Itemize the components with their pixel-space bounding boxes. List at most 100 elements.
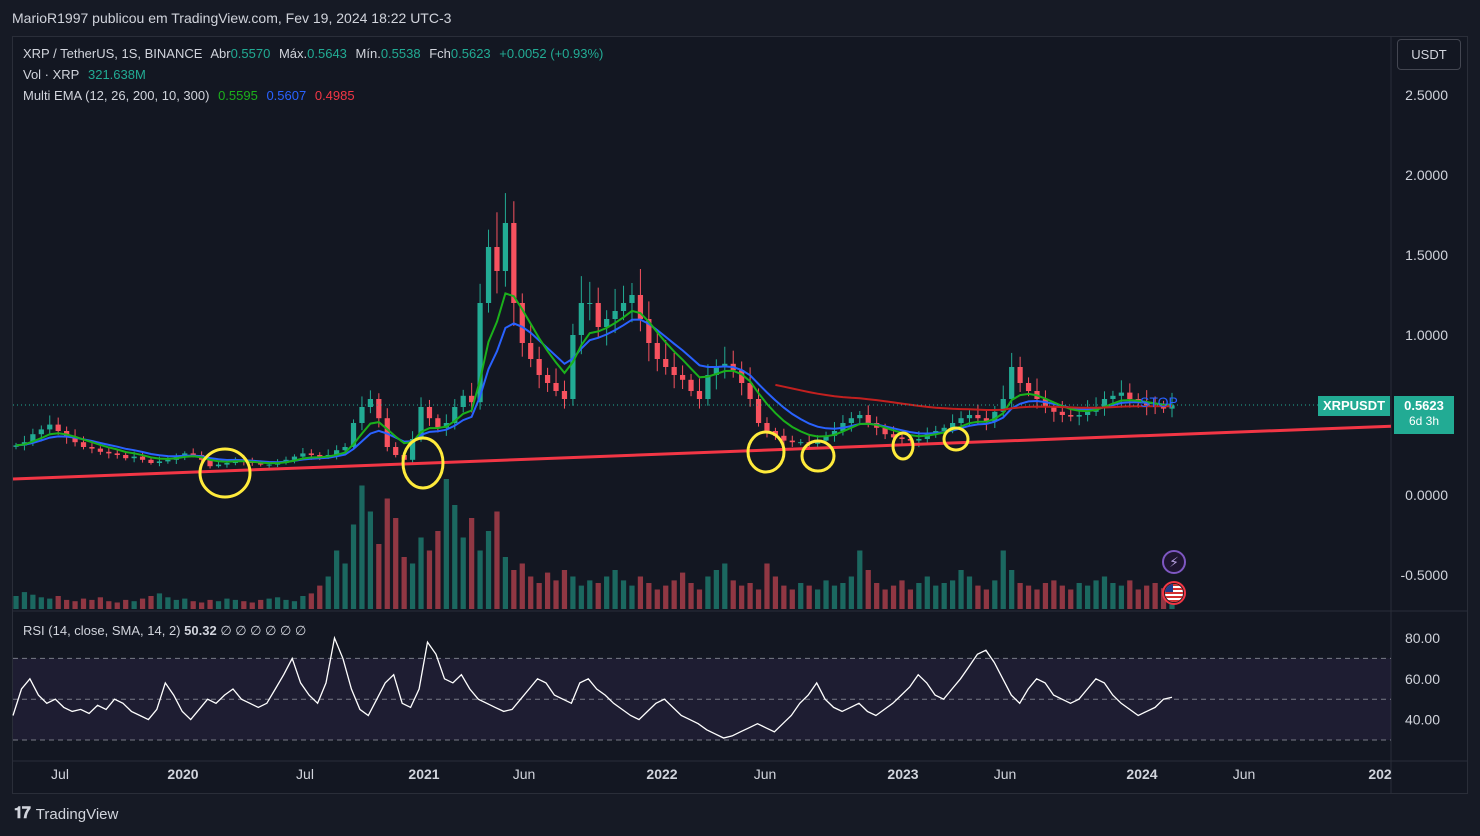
- candle-body: [165, 459, 171, 462]
- volume-bar: [232, 599, 239, 609]
- candle-body: [266, 464, 272, 466]
- us-flag-icon[interactable]: [1162, 581, 1186, 605]
- volume-bar: [173, 599, 179, 609]
- tradingview-logo[interactable]: 𝟏𝟕 TradingView: [14, 805, 118, 823]
- rsi-label[interactable]: RSI (14, close, SMA, 14, 2): [23, 623, 181, 638]
- candle-body: [688, 379, 694, 391]
- candle-body: [705, 375, 711, 399]
- volume-bar: [1110, 583, 1116, 609]
- volume-bar: [688, 583, 694, 609]
- volume-bar: [123, 599, 129, 609]
- support-circle-annotation[interactable]: [198, 447, 252, 499]
- currency-button[interactable]: USDT: [1397, 39, 1461, 70]
- volume-bar: [671, 580, 677, 609]
- volume-bar: [578, 585, 584, 609]
- ema-label[interactable]: Multi EMA (12, 26, 200, 10, 300): [23, 88, 210, 103]
- volume-bar: [325, 576, 331, 609]
- volume-bar: [1127, 580, 1133, 609]
- rsi-legend[interactable]: RSI (14, close, SMA, 14, 2) 50.32 ∅ ∅ ∅ …: [23, 623, 306, 639]
- candle-body: [300, 453, 306, 457]
- candle-body: [190, 453, 196, 455]
- volume-bar: [536, 583, 542, 609]
- candle-body: [139, 456, 146, 460]
- candle-body: [528, 343, 534, 359]
- volume-bar: [814, 589, 821, 609]
- candle-body: [38, 429, 44, 435]
- volume-bar: [494, 511, 500, 609]
- volume-bar: [38, 597, 44, 609]
- symbol-legend[interactable]: XRP / TetherUS, 1S, BINANCE Abr0.5570 Má…: [23, 46, 608, 61]
- candle-body: [1160, 407, 1167, 409]
- low-value: 0.5538: [380, 46, 421, 61]
- volume-bar: [21, 592, 28, 609]
- volume-label[interactable]: Vol · XRP: [23, 67, 80, 82]
- volume-bar: [612, 570, 618, 609]
- volume-bar: [696, 589, 703, 609]
- volume-bar: [755, 589, 762, 609]
- volume-bar: [1059, 585, 1065, 609]
- candle-body: [215, 464, 222, 467]
- time-tick-label: Jul: [296, 766, 314, 782]
- candle-body: [1085, 411, 1091, 415]
- volume-bar: [1076, 583, 1082, 609]
- volume-value: 321.638M: [87, 67, 146, 82]
- stop-label[interactable]: STOP: [1140, 394, 1178, 410]
- tv-mark-icon: 𝟏𝟕: [14, 805, 31, 822]
- time-tick-label: Jul: [51, 766, 69, 782]
- chart-frame[interactable]: [12, 36, 1468, 794]
- volume-bar: [72, 601, 78, 609]
- candle-body: [1009, 367, 1015, 399]
- volume-legend[interactable]: Vol · XRP 321.638M: [23, 67, 151, 82]
- support-circle-annotation[interactable]: [891, 431, 915, 461]
- symbol-label[interactable]: XRP / TetherUS, 1S, BINANCE: [23, 46, 203, 61]
- support-circle-annotation[interactable]: [401, 436, 445, 490]
- volume-bar: [848, 576, 854, 609]
- volume-bar: [266, 598, 272, 609]
- volume-bar: [511, 570, 517, 609]
- lightning-icon[interactable]: ⚡: [1162, 550, 1186, 574]
- last-price: 0.5623: [1404, 398, 1444, 413]
- support-circle-annotation[interactable]: [800, 439, 836, 473]
- support-trendline[interactable]: [12, 424, 1392, 481]
- candle-body: [1025, 383, 1032, 391]
- volume-bar: [857, 550, 863, 609]
- volume-bar: [148, 596, 154, 609]
- volume-bar: [47, 598, 53, 609]
- volume-bar: [131, 601, 137, 609]
- volume-bar: [182, 598, 188, 609]
- rsi-tick-label: 80.00: [1405, 630, 1440, 646]
- candle-body: [384, 418, 390, 447]
- volume-bar: [604, 576, 610, 609]
- rsi-tick-label: 40.00: [1405, 712, 1440, 728]
- ema-legend[interactable]: Multi EMA (12, 26, 200, 10, 300) 0.5595 …: [23, 88, 360, 103]
- candle-body: [646, 319, 652, 343]
- author-line: MarioR1997 publicou em TradingView.com, …: [12, 10, 452, 26]
- volume-bar: [291, 601, 298, 609]
- candle-body: [570, 335, 576, 399]
- volume-bar: [224, 598, 230, 609]
- volume-bar: [460, 537, 466, 609]
- volume-bar: [89, 599, 95, 609]
- candle-body: [1127, 392, 1133, 399]
- candle-body: [671, 367, 677, 375]
- candle-body: [764, 423, 770, 431]
- candle-body: [1059, 411, 1065, 415]
- ema-fast-value: 0.5595: [218, 88, 258, 103]
- candle-body: [553, 383, 559, 391]
- volume-bar: [941, 583, 947, 609]
- support-circle-annotation[interactable]: [942, 426, 970, 452]
- time-tick-label: Jun: [994, 766, 1017, 782]
- candle-body: [739, 370, 745, 383]
- volume-bar: [654, 589, 660, 609]
- volume-bar: [502, 557, 509, 609]
- volume-bar: [561, 570, 568, 609]
- open-label: Abr: [210, 46, 231, 61]
- volume-bar: [106, 601, 112, 609]
- volume-bar: [156, 593, 163, 609]
- volume-bar: [629, 585, 635, 609]
- time-tick-label: Jun: [1233, 766, 1256, 782]
- flag-graphic: [1165, 584, 1183, 602]
- support-circle-annotation[interactable]: [746, 430, 786, 474]
- volume-bar: [806, 585, 812, 609]
